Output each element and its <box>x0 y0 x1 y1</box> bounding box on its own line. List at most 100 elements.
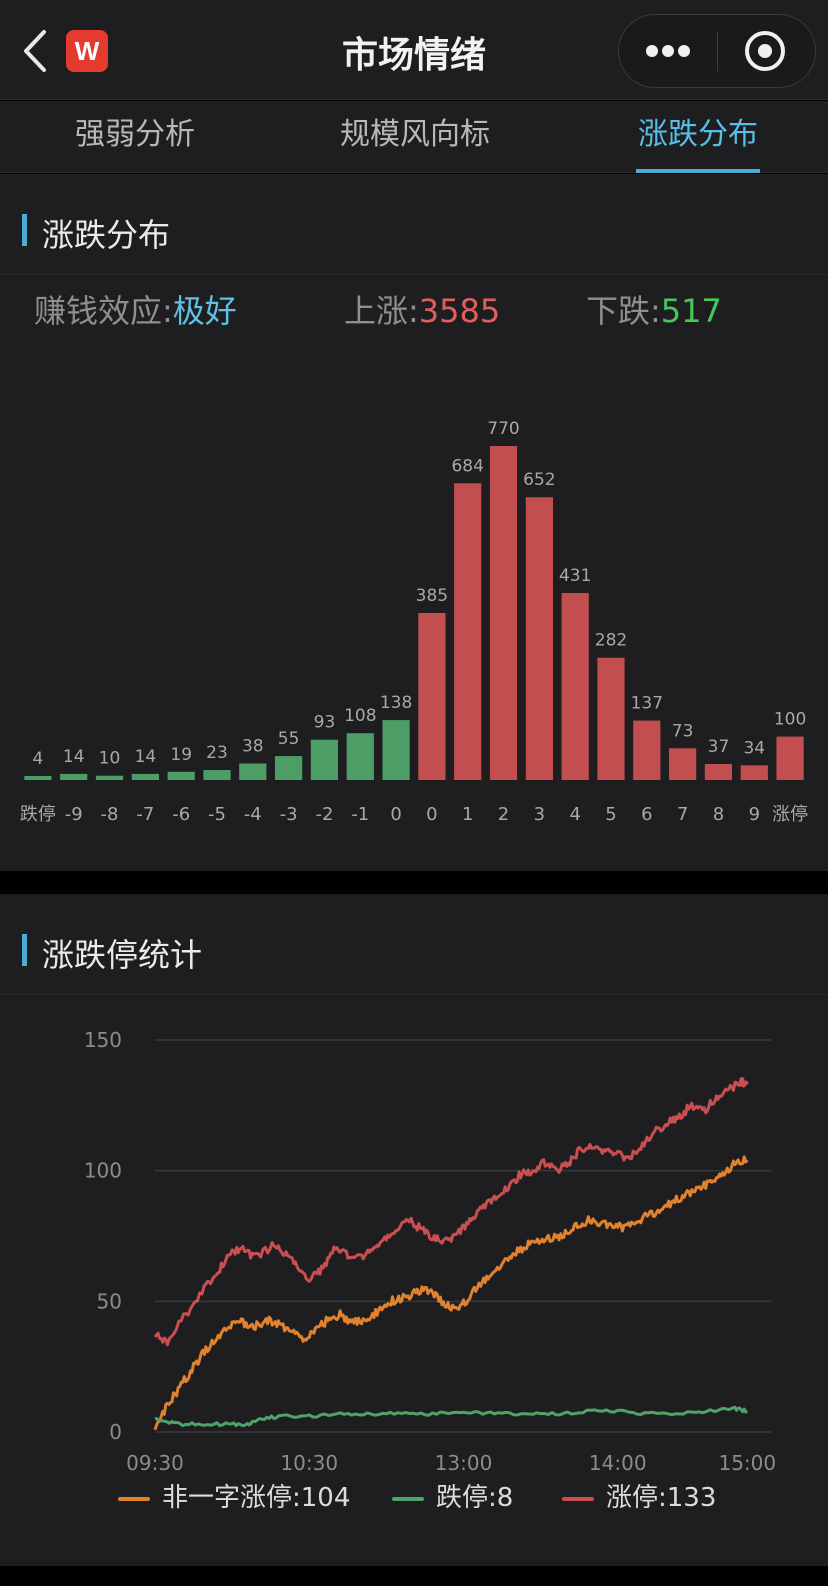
bar-category-label: 涨停 <box>772 804 808 825</box>
bar <box>489 446 518 780</box>
close-button[interactable] <box>719 15 815 87</box>
section-accent-bar <box>22 214 27 246</box>
legend-label: 涨停:133 <box>606 1483 717 1513</box>
bar <box>633 720 661 780</box>
x-tick-label: 10:30 <box>280 1451 338 1475</box>
bar-category-label: 1 <box>462 804 473 825</box>
tab-bar: 强弱分析 规模风向标 涨跌分布 <box>0 101 828 173</box>
line-chart-legend: 非一字涨停:104 跌停:8 涨停:133 <box>0 1478 828 1528</box>
bar-category-label: -7 <box>136 804 154 825</box>
bar-value-label: 108 <box>344 706 376 726</box>
bar-value-label: 93 <box>314 713 336 733</box>
x-tick-label: 15:00 <box>718 1451 776 1475</box>
bar-value-label: 282 <box>595 631 627 651</box>
more-button[interactable] <box>619 15 717 87</box>
bar-category-label: 4 <box>569 804 580 825</box>
bar-value-label: 19 <box>170 745 192 765</box>
bar-category-label: -3 <box>280 804 298 825</box>
down-count-label: 下跌: <box>586 292 661 330</box>
legend-swatch <box>392 1496 424 1501</box>
bar-value-label: 38 <box>242 737 264 757</box>
bar <box>597 657 625 780</box>
bar <box>704 764 732 780</box>
bar-category-label: 5 <box>605 804 616 825</box>
y-tick-label: 150 <box>84 1028 122 1052</box>
bar-value-label: 385 <box>416 586 448 606</box>
up-count-value: 3585 <box>418 292 501 330</box>
bar <box>24 776 52 780</box>
distribution-bar-chart: 4跌停14-910-814-719-623-538-455-393-2108-1… <box>20 419 808 825</box>
bar-category-label: 9 <box>749 804 760 825</box>
down-count-stat: 下跌:517 <box>586 286 722 332</box>
back-button[interactable] <box>18 28 58 74</box>
distribution-card: 涨跌分布 赚钱效应:极好 上涨:3585 下跌:517 4 跌停 14 -9 10 -8 1… <box>0 174 828 871</box>
bar-category-label: -4 <box>244 804 262 825</box>
bar-value-label: 431 <box>559 566 591 586</box>
bar <box>418 613 446 780</box>
bar-category-label: -6 <box>172 804 190 825</box>
bar-category-label: -1 <box>351 804 369 825</box>
bar-value-label: 138 <box>380 693 412 713</box>
bar <box>382 720 410 780</box>
bar-category-label: -5 <box>208 804 226 825</box>
tab-scale-indicator[interactable]: 规模风向标 <box>340 117 490 152</box>
limit-stats-section-header: 涨跌停统计 <box>0 894 828 995</box>
limit-stats-line-chart: 0 50 100 150 09:30 10:30 13:00 14:00 15:00 <box>84 1028 776 1475</box>
bar-category-label: -2 <box>316 804 334 825</box>
bar <box>561 593 589 780</box>
money-effect-label: 赚钱效应: <box>34 292 173 330</box>
more-dots-icon <box>646 45 690 57</box>
capsule-divider <box>717 31 718 71</box>
bar-category-label: 0 <box>390 804 401 825</box>
y-tick-label: 50 <box>97 1289 122 1313</box>
money-effect-stat: 赚钱效应:极好 <box>34 286 237 332</box>
legend-item-limit-up: 涨停:133 <box>562 1478 716 1518</box>
bar <box>310 739 338 780</box>
bar-category-label: 8 <box>713 804 724 825</box>
bar-value-label: 770 <box>487 419 519 439</box>
bar-value-label: 73 <box>672 721 694 741</box>
bar <box>203 770 231 780</box>
x-tick-label: 09:30 <box>126 1451 184 1475</box>
nav-bar: W 市场情绪 <box>0 0 828 100</box>
bar <box>454 483 482 780</box>
bar-value-label: 34 <box>743 738 765 758</box>
bar <box>95 775 124 780</box>
down-count-value: 517 <box>660 292 722 330</box>
bar <box>740 765 768 780</box>
bar-value-label: 37 <box>708 737 730 757</box>
bar <box>776 736 804 780</box>
legend-item-limit-down: 跌停:8 <box>392 1478 513 1518</box>
bar <box>239 763 267 780</box>
tab-strength-analysis[interactable]: 强弱分析 <box>75 117 195 152</box>
y-tick-label: 100 <box>84 1159 122 1183</box>
bar-value-label: 100 <box>774 710 806 730</box>
bar <box>167 771 195 780</box>
bar <box>275 756 303 780</box>
bar-category-label: 7 <box>677 804 688 825</box>
section-accent-bar <box>22 934 27 966</box>
up-count-label: 上涨: <box>344 292 419 330</box>
bar <box>669 748 697 780</box>
bar-value-label: 14 <box>63 747 85 767</box>
x-tick-label: 14:00 <box>589 1451 647 1475</box>
legend-item-non-yizi-limit-up: 非一字涨停:104 <box>118 1478 350 1518</box>
bar-category-label: 2 <box>498 804 509 825</box>
legend-swatch <box>118 1496 150 1501</box>
bar-value-label: 23 <box>206 743 228 763</box>
bar-value-label: 137 <box>631 694 663 714</box>
bar-value-label: 4 <box>32 749 43 769</box>
legend-label: 跌停:8 <box>436 1483 514 1513</box>
bar-category-label: 跌停 <box>20 804 56 825</box>
y-tick-label: 0 <box>109 1420 122 1444</box>
x-tick-label: 13:00 <box>435 1451 493 1475</box>
legend-label: 非一字涨停:104 <box>162 1483 351 1513</box>
series-line <box>153 1077 749 1347</box>
bar-category-label: 0 <box>426 804 437 825</box>
legend-swatch <box>562 1496 594 1501</box>
money-effect-value: 极好 <box>172 292 237 330</box>
up-count-stat: 上涨:3585 <box>344 286 500 332</box>
tab-rise-fall-distribution[interactable]: 涨跌分布 <box>636 101 760 173</box>
target-close-icon <box>745 31 785 71</box>
bar <box>346 733 374 780</box>
